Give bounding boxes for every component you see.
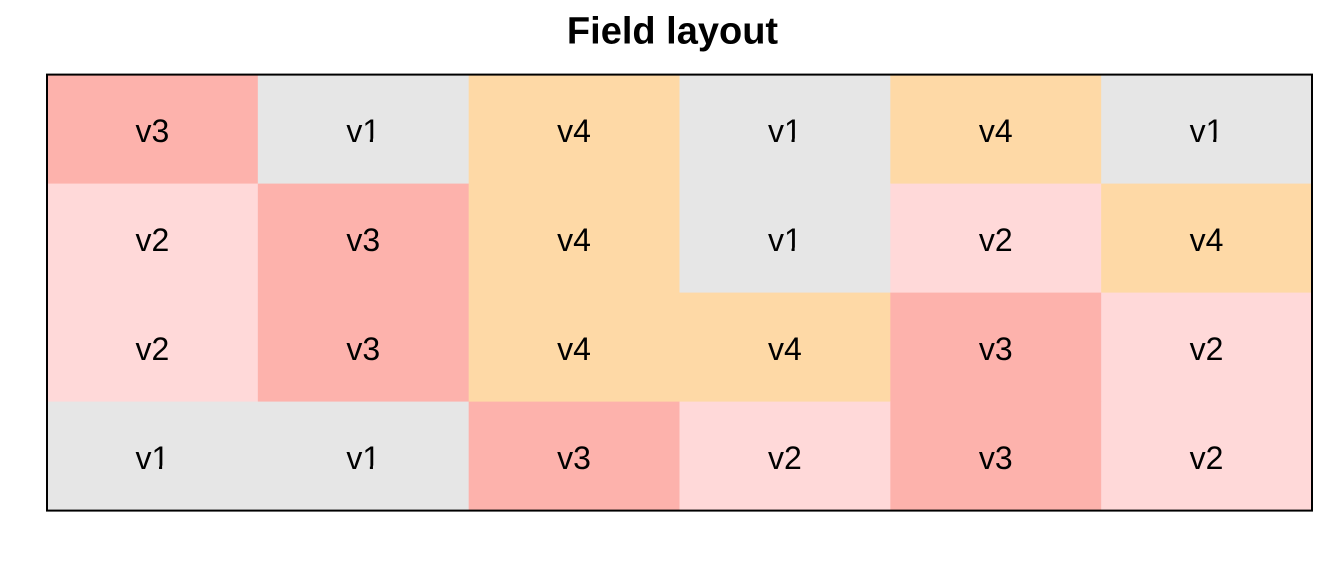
svg-text:v3: v3 [346, 331, 380, 367]
svg-text:v4: v4 [557, 222, 591, 258]
svg-text:v2: v2 [1190, 331, 1224, 367]
svg-text:v4: v4 [979, 113, 1013, 149]
svg-text:v2: v2 [768, 440, 802, 476]
svg-text:v4: v4 [1190, 222, 1224, 258]
svg-text:Field layout: Field layout [567, 11, 778, 53]
svg-text:v3: v3 [557, 440, 591, 476]
svg-text:v3: v3 [979, 331, 1013, 367]
svg-text:v4: v4 [768, 331, 802, 367]
svg-text:v2: v2 [1190, 440, 1224, 476]
svg-text:v4: v4 [557, 331, 591, 367]
svg-text:v2: v2 [136, 222, 170, 258]
svg-text:v2: v2 [136, 331, 170, 367]
svg-text:v2: v2 [979, 222, 1013, 258]
svg-text:v4: v4 [557, 113, 591, 149]
svg-text:v3: v3 [136, 113, 170, 149]
svg-text:v3: v3 [979, 440, 1013, 476]
svg-text:v3: v3 [346, 222, 380, 258]
